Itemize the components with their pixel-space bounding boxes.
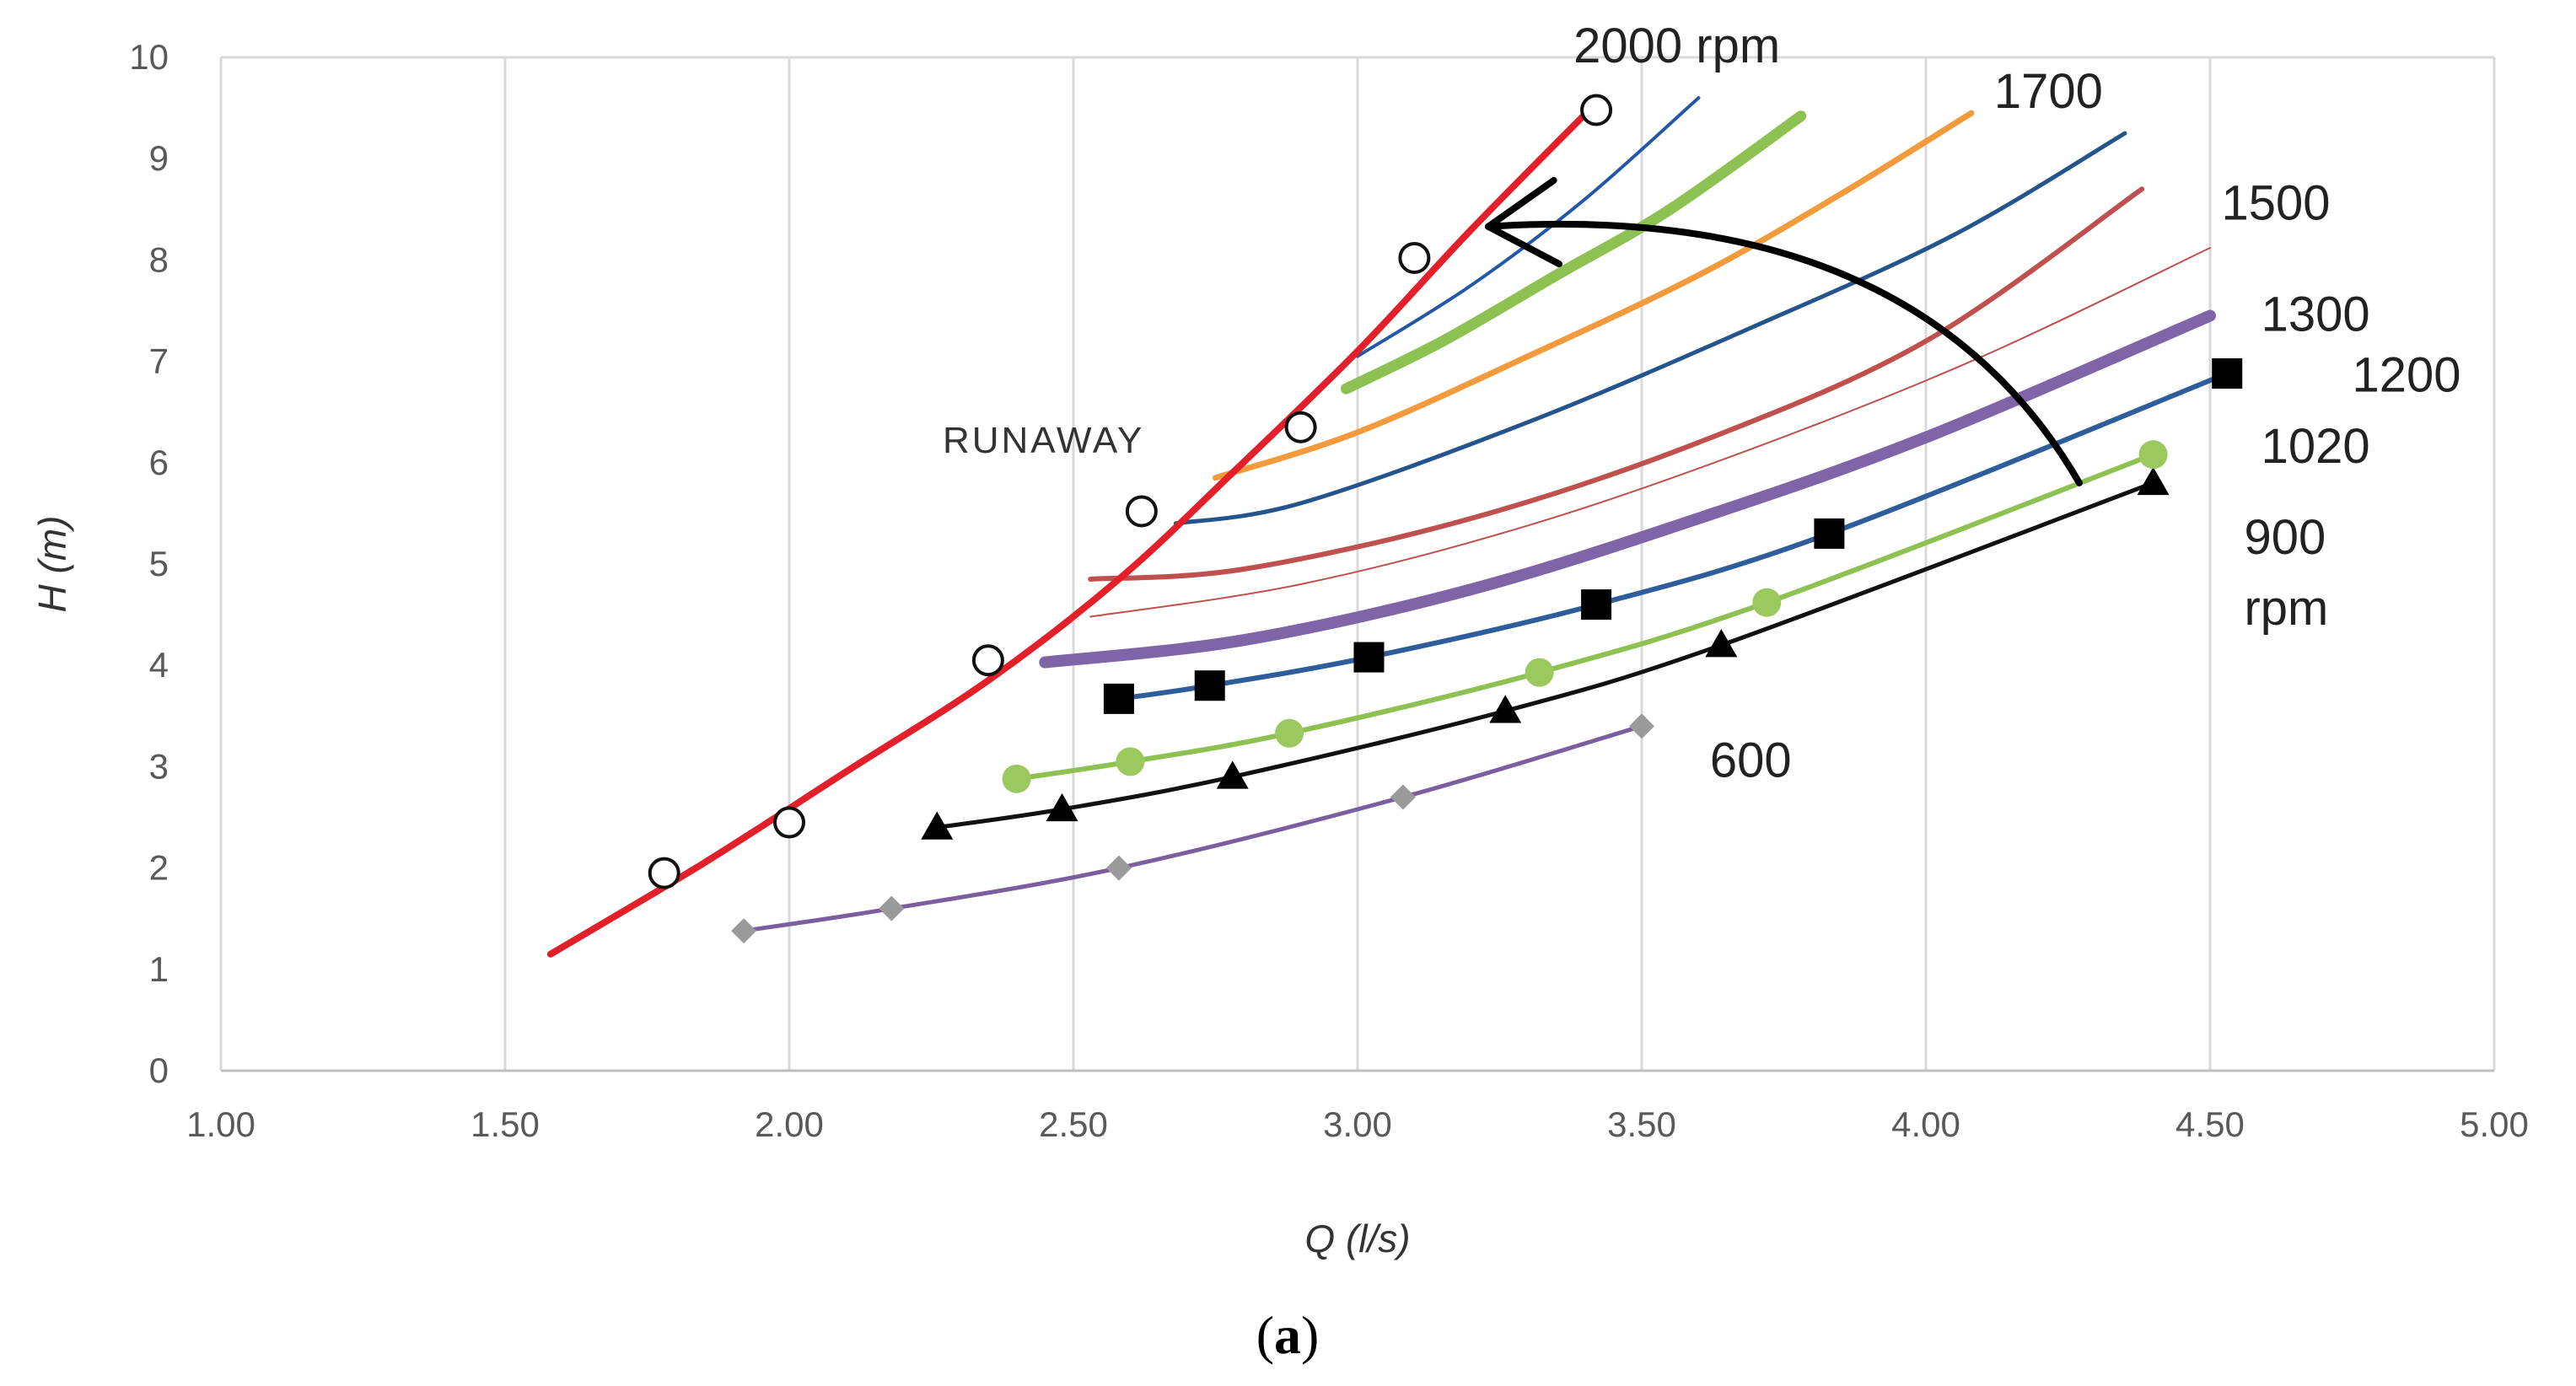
marker-runaway-4 (1284, 411, 1317, 443)
marker-600-0 (731, 918, 757, 944)
series-line-1700 (1213, 110, 1975, 481)
caption-open-paren: ( (1256, 1305, 1274, 1365)
marker-1020-2 (1275, 718, 1304, 748)
series-group (546, 96, 2230, 958)
marker-runaway-0 (648, 857, 680, 889)
marker-900-5 (2137, 466, 2170, 496)
annotation-rpm1020: 1020 (2261, 419, 2370, 474)
annotation-rpm900unit: rpm (2244, 581, 2328, 636)
speed-arrow-curve (1485, 220, 2083, 486)
marker-1200-3 (1581, 589, 1612, 620)
arrow-group (1485, 176, 2083, 486)
marker-runaway-5 (1398, 241, 1431, 274)
marker-1200-1 (1194, 670, 1225, 701)
y-tick-label-8: 8 (149, 239, 169, 279)
y-tick-label-5: 5 (149, 544, 169, 583)
annotation-rpm2000: 2000 rpm (1573, 19, 1780, 73)
marker-900-0 (921, 811, 954, 840)
annotation-rpm1500: 1500 (2221, 175, 2330, 230)
marker-1020-3 (1525, 658, 1554, 687)
y-axis-title: H (m) (30, 516, 74, 613)
marker-runaway-6 (1580, 94, 1613, 126)
marker-600-4 (1629, 713, 1654, 739)
x-axis-title: Q (l/s) (1304, 1217, 1410, 1260)
x-tick-label-7: 4.50 (2175, 1104, 2245, 1144)
speed-arrow-head (1485, 176, 1563, 268)
x-tick-label-2: 2.00 (755, 1104, 824, 1144)
text-group: 2000 rpm 1700 1500 1300 1200 1020 900 rpm 600 RUN… (943, 19, 2461, 1365)
y-tick-label-1: 1 (149, 949, 169, 989)
marker-1020-4 (1752, 588, 1782, 617)
y-tick-label-9: 9 (149, 138, 169, 178)
grid-group (219, 56, 2496, 1071)
marker-900-3 (1489, 695, 1522, 723)
figure-caption: (a) (1256, 1305, 1320, 1365)
marker-1200-2 (1353, 642, 1385, 673)
marker-1200-0 (1103, 683, 1134, 714)
y-tick-label-2: 2 (149, 848, 169, 888)
marker-1020-1 (1116, 747, 1145, 776)
series-line-1400 (1089, 247, 2211, 618)
x-tick-label-0: 1.00 (186, 1104, 255, 1144)
y-tick-label-3: 3 (149, 746, 169, 786)
marker-900-2 (1216, 760, 1249, 789)
marker-runaway-2 (971, 644, 1004, 677)
caption-close-paren: ) (1301, 1305, 1319, 1365)
series-line-1600 (1173, 131, 2127, 526)
annotation-rpm1700: 1700 (1994, 64, 2103, 119)
x-tick-label-5: 3.50 (1607, 1104, 1676, 1144)
marker-runaway-1 (773, 806, 805, 839)
marker-1200-5 (2212, 358, 2243, 389)
y-tick-label-4: 4 (149, 645, 169, 685)
series-line-1850 (1341, 110, 1807, 395)
marker-600-2 (1105, 855, 1132, 881)
y-tick-label-6: 6 (149, 443, 169, 482)
marker-900-4 (1705, 629, 1738, 658)
x-tick-label-1: 1.50 (471, 1104, 540, 1144)
x-tick-label-4: 3.00 (1323, 1104, 1392, 1144)
marker-1020-5 (2138, 440, 2168, 470)
annotation-runaway: RUNAWAY (943, 420, 1144, 461)
series-line-1500 (1088, 186, 2145, 582)
series-line-2000 (1356, 96, 1701, 358)
annotation-rpm900: 900 (2244, 510, 2326, 565)
marker-runaway-3 (1125, 495, 1158, 528)
marker-900-1 (1046, 792, 1078, 822)
annotation-rpm1300: 1300 (2261, 287, 2370, 342)
x-tick-label-8: 5.00 (2460, 1104, 2529, 1144)
y-tick-label-7: 7 (149, 341, 169, 381)
y-tick-label-10: 10 (129, 37, 169, 77)
axes-group: 1.00 1.50 2.00 2.50 3.00 3.50 4.00 4.50 5.00 0 1 2 3… (30, 37, 2529, 1260)
marker-1200-4 (1814, 518, 1845, 549)
series-line-1300 (1039, 309, 2216, 669)
series-line-runaway (546, 99, 1600, 958)
y-tick-label-0: 0 (149, 1050, 169, 1090)
annotation-rpm1200: 1200 (2353, 348, 2461, 403)
caption-letter: a (1274, 1305, 1301, 1365)
x-tick-label-6: 4.00 (1891, 1104, 1960, 1144)
markers-group (648, 94, 2243, 944)
annotation-rpm600: 600 (1710, 733, 1792, 787)
marker-1020-0 (1002, 764, 1031, 793)
series-line-600 (741, 723, 1644, 933)
marker-600-3 (1390, 784, 1416, 810)
x-tick-label-3: 2.50 (1039, 1104, 1108, 1144)
marker-600-1 (879, 895, 905, 921)
